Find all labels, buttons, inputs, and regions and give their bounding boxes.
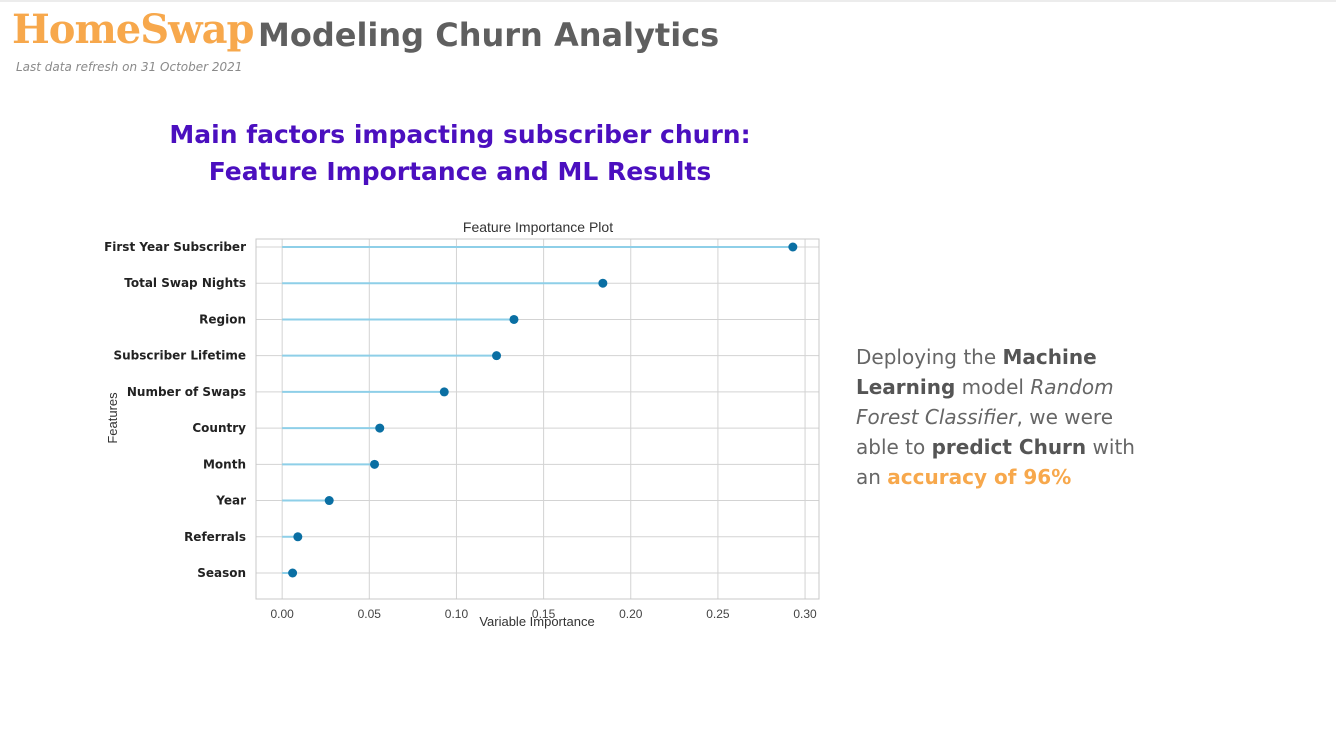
y-axis-label: Features <box>105 392 120 444</box>
lollipop-point <box>288 568 298 578</box>
stems <box>282 246 793 574</box>
x-tick-label: 0.25 <box>706 607 730 621</box>
y-category-label: Month <box>203 457 246 471</box>
last-refresh-note: Last data refresh on 31 October 2021 <box>16 60 243 74</box>
x-tick-label: 0.15 <box>532 607 556 621</box>
top-border <box>0 0 1336 2</box>
lollipop-point <box>439 387 449 397</box>
insight-machine-learning: Machine Learning <box>856 345 1097 399</box>
x-tick-labels: 0.00 0.05 0.10 0.15 0.20 0.25 0.30 <box>270 607 817 621</box>
ml-insight-text: Deploying the Machine Learning model Ran… <box>856 342 1146 492</box>
insight-text-4: with an <box>856 435 1135 489</box>
insight-predict-churn: predict Churn <box>931 435 1087 459</box>
lollipop-point <box>788 242 798 252</box>
y-category-label: First Year Subscriber <box>104 240 246 254</box>
lollipop-point <box>598 278 608 288</box>
y-category-label: Referrals <box>184 530 246 544</box>
gridlines <box>256 239 819 599</box>
points <box>288 242 798 578</box>
y-category-label: Country <box>192 421 246 435</box>
lollipop-point <box>509 314 519 324</box>
page-title: Modeling Churn Analytics <box>258 16 720 54</box>
plot-frame <box>255 238 820 600</box>
x-tick-label: 0.00 <box>270 607 294 621</box>
insight-text-1: Deploying the <box>856 345 1003 369</box>
y-category-label: Year <box>215 494 246 508</box>
section-title-line-1: Main factors impacting subscriber churn: <box>169 120 751 149</box>
chart-title: Feature Importance Plot <box>463 219 613 235</box>
x-tick-label: 0.10 <box>445 607 469 621</box>
insight-text-2: model <box>955 375 1031 399</box>
x-tick-label: 0.30 <box>793 607 817 621</box>
y-category-label: Subscriber Lifetime <box>114 349 247 363</box>
y-category-label: Number of Swaps <box>127 385 246 399</box>
lollipop-point <box>375 423 385 433</box>
x-axis-label: Variable Importance <box>479 614 594 629</box>
feature-importance-chart: Feature Importance Plot 0.00 0.05 0.10 0.15… <box>104 219 820 629</box>
insight-accuracy: accuracy of 96% <box>887 465 1072 489</box>
x-tick-label: 0.05 <box>358 607 382 621</box>
homeswap-logo: HomeSwap <box>12 6 254 53</box>
lollipop-point <box>324 496 334 506</box>
y-category-label: Region <box>199 312 246 326</box>
x-tick-label: 0.20 <box>619 607 643 621</box>
section-title-line-2: Feature Importance and ML Results <box>208 157 712 186</box>
insight-text-3: , we were able to <box>856 405 1113 459</box>
lollipop-point <box>492 351 502 361</box>
y-category-labels: First Year Subscriber Total Swap Nights Re… <box>104 240 246 580</box>
lollipop-point <box>370 459 380 469</box>
y-category-label: Total Swap Nights <box>124 276 246 290</box>
section-title: Main factors impacting subscriber churn:… <box>160 116 760 190</box>
lollipop-point <box>293 532 303 542</box>
y-category-label: Season <box>197 566 246 580</box>
insight-model-name: Random Forest Classifier <box>856 375 1114 429</box>
